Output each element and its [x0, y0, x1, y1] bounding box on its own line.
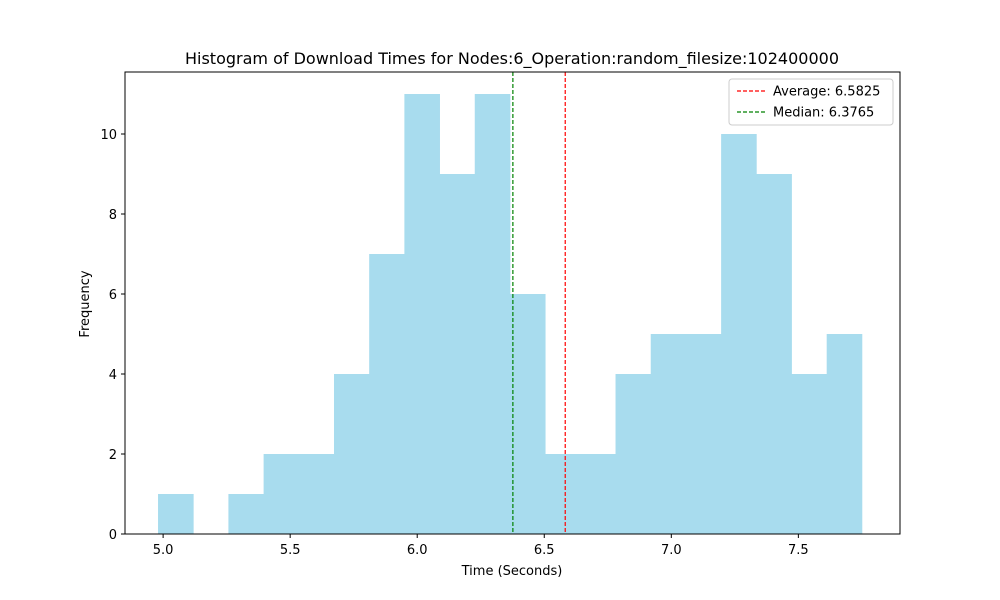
- histogram-bar: [298, 454, 335, 534]
- x-axis-label: Time (Seconds): [461, 564, 563, 579]
- histogram-bar: [158, 494, 194, 534]
- histogram-bar: [404, 94, 440, 534]
- histogram-bar: [263, 454, 300, 534]
- histogram-bar: [791, 374, 828, 534]
- legend-entry: Average: 6.5825: [773, 85, 880, 100]
- x-axis-ticks: 5.0 5.5 6.0 6.5 7.0 7.5: [153, 534, 809, 558]
- y-tick-label: 4: [109, 368, 117, 383]
- histogram-bar: [369, 254, 405, 534]
- x-tick-label: 5.0: [153, 543, 174, 558]
- x-tick-label: 7.5: [788, 543, 809, 558]
- y-tick-label: 2: [109, 448, 117, 463]
- histogram-bar: [826, 334, 863, 534]
- histogram-bar: [333, 374, 370, 534]
- histogram-bar: [474, 94, 511, 534]
- x-tick-label: 5.5: [280, 543, 301, 558]
- plot-frame: [124, 71, 901, 535]
- y-tick-label: 6: [109, 288, 117, 303]
- x-tick-label: 7.0: [661, 543, 682, 558]
- histogram-bar: [580, 454, 616, 534]
- histogram-bar: [509, 294, 546, 534]
- legend: Average: 6.5825 Median: 6.3765: [728, 78, 894, 126]
- chart-title: Histogram of Download Times for Nodes:6_…: [185, 49, 839, 69]
- histogram-bar: [721, 134, 757, 534]
- histogram-bar: [756, 174, 792, 534]
- y-axis-label: Frequency: [78, 270, 93, 337]
- y-tick-label: 10: [100, 128, 117, 143]
- histogram-bar: [685, 334, 722, 534]
- histogram-bar: [545, 454, 581, 534]
- y-axis-ticks: 0 2 4 6 8 10: [100, 128, 125, 543]
- x-tick-label: 6.0: [407, 543, 428, 558]
- histogram-bar: [650, 334, 687, 534]
- y-tick-label: 0: [109, 528, 117, 543]
- legend-box: [728, 78, 894, 126]
- histogram-bar: [228, 494, 265, 534]
- histogram-bars: [158, 94, 863, 534]
- y-tick-label: 8: [109, 208, 117, 223]
- x-tick-label: 6.5: [534, 543, 555, 558]
- histogram-bar: [615, 374, 652, 534]
- reference-lines: [512, 72, 566, 534]
- legend-entry: Median: 6.3765: [773, 106, 874, 121]
- histogram-bar: [439, 174, 476, 534]
